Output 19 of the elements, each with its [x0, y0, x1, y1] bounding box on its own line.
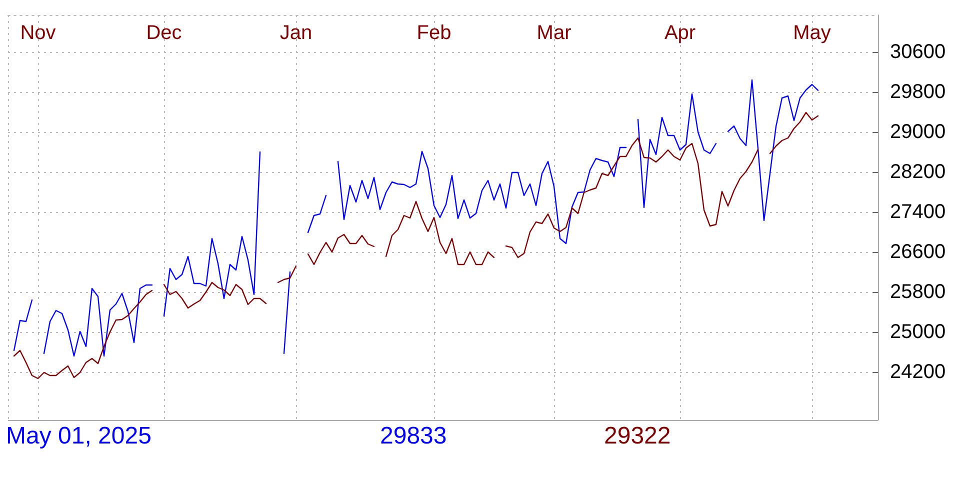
x-tick-label: May — [793, 22, 831, 44]
text: 29833 — [380, 422, 447, 450]
y-tick-label: 25000 — [890, 321, 946, 343]
x-tick-label: Jan — [280, 22, 312, 44]
y-tick-label: 29800 — [890, 81, 946, 103]
y-tick-label: 29000 — [890, 121, 946, 143]
y-tick-label: 27400 — [890, 201, 946, 223]
x-tick-label: Feb — [416, 22, 452, 44]
x-tick-label: Nov — [20, 22, 56, 44]
y-tick-label: 25800 — [890, 281, 946, 303]
text: May 01, 2025 — [6, 422, 152, 450]
y-tick-label: 28200 — [890, 161, 946, 183]
x-tick-label: Dec — [146, 22, 182, 44]
y-tick-label: 30600 — [890, 41, 946, 63]
text: 29322 — [604, 422, 671, 450]
y-tick-label: 24200 — [890, 361, 946, 383]
x-tick-label: Apr — [664, 22, 696, 44]
x-tick-label: Mar — [536, 22, 572, 44]
y-tick-label: 26600 — [890, 241, 946, 263]
